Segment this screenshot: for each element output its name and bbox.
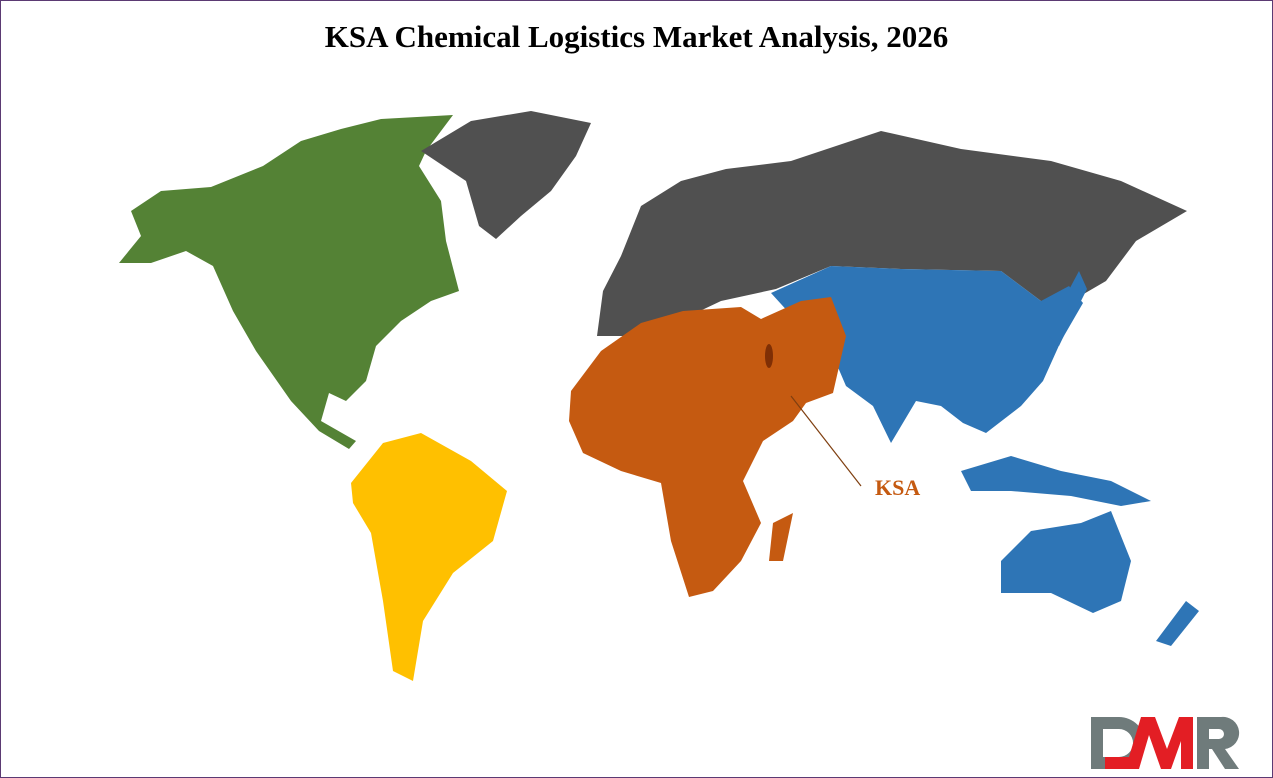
region-latin-america: [351, 433, 507, 681]
dmr-logo: [1091, 716, 1240, 769]
region-middle-east-africa: [569, 297, 846, 597]
ksa-leader-line: [790, 395, 862, 487]
region-north-america: [119, 115, 459, 449]
ksa-label: KSA: [875, 475, 921, 500]
ksa-marker: [765, 344, 773, 368]
region-europe-russia: [421, 111, 1187, 336]
map-title: KSA Chemical Logistics Market Analysis, …: [324, 19, 949, 54]
region-asia-pacific: [771, 266, 1199, 646]
